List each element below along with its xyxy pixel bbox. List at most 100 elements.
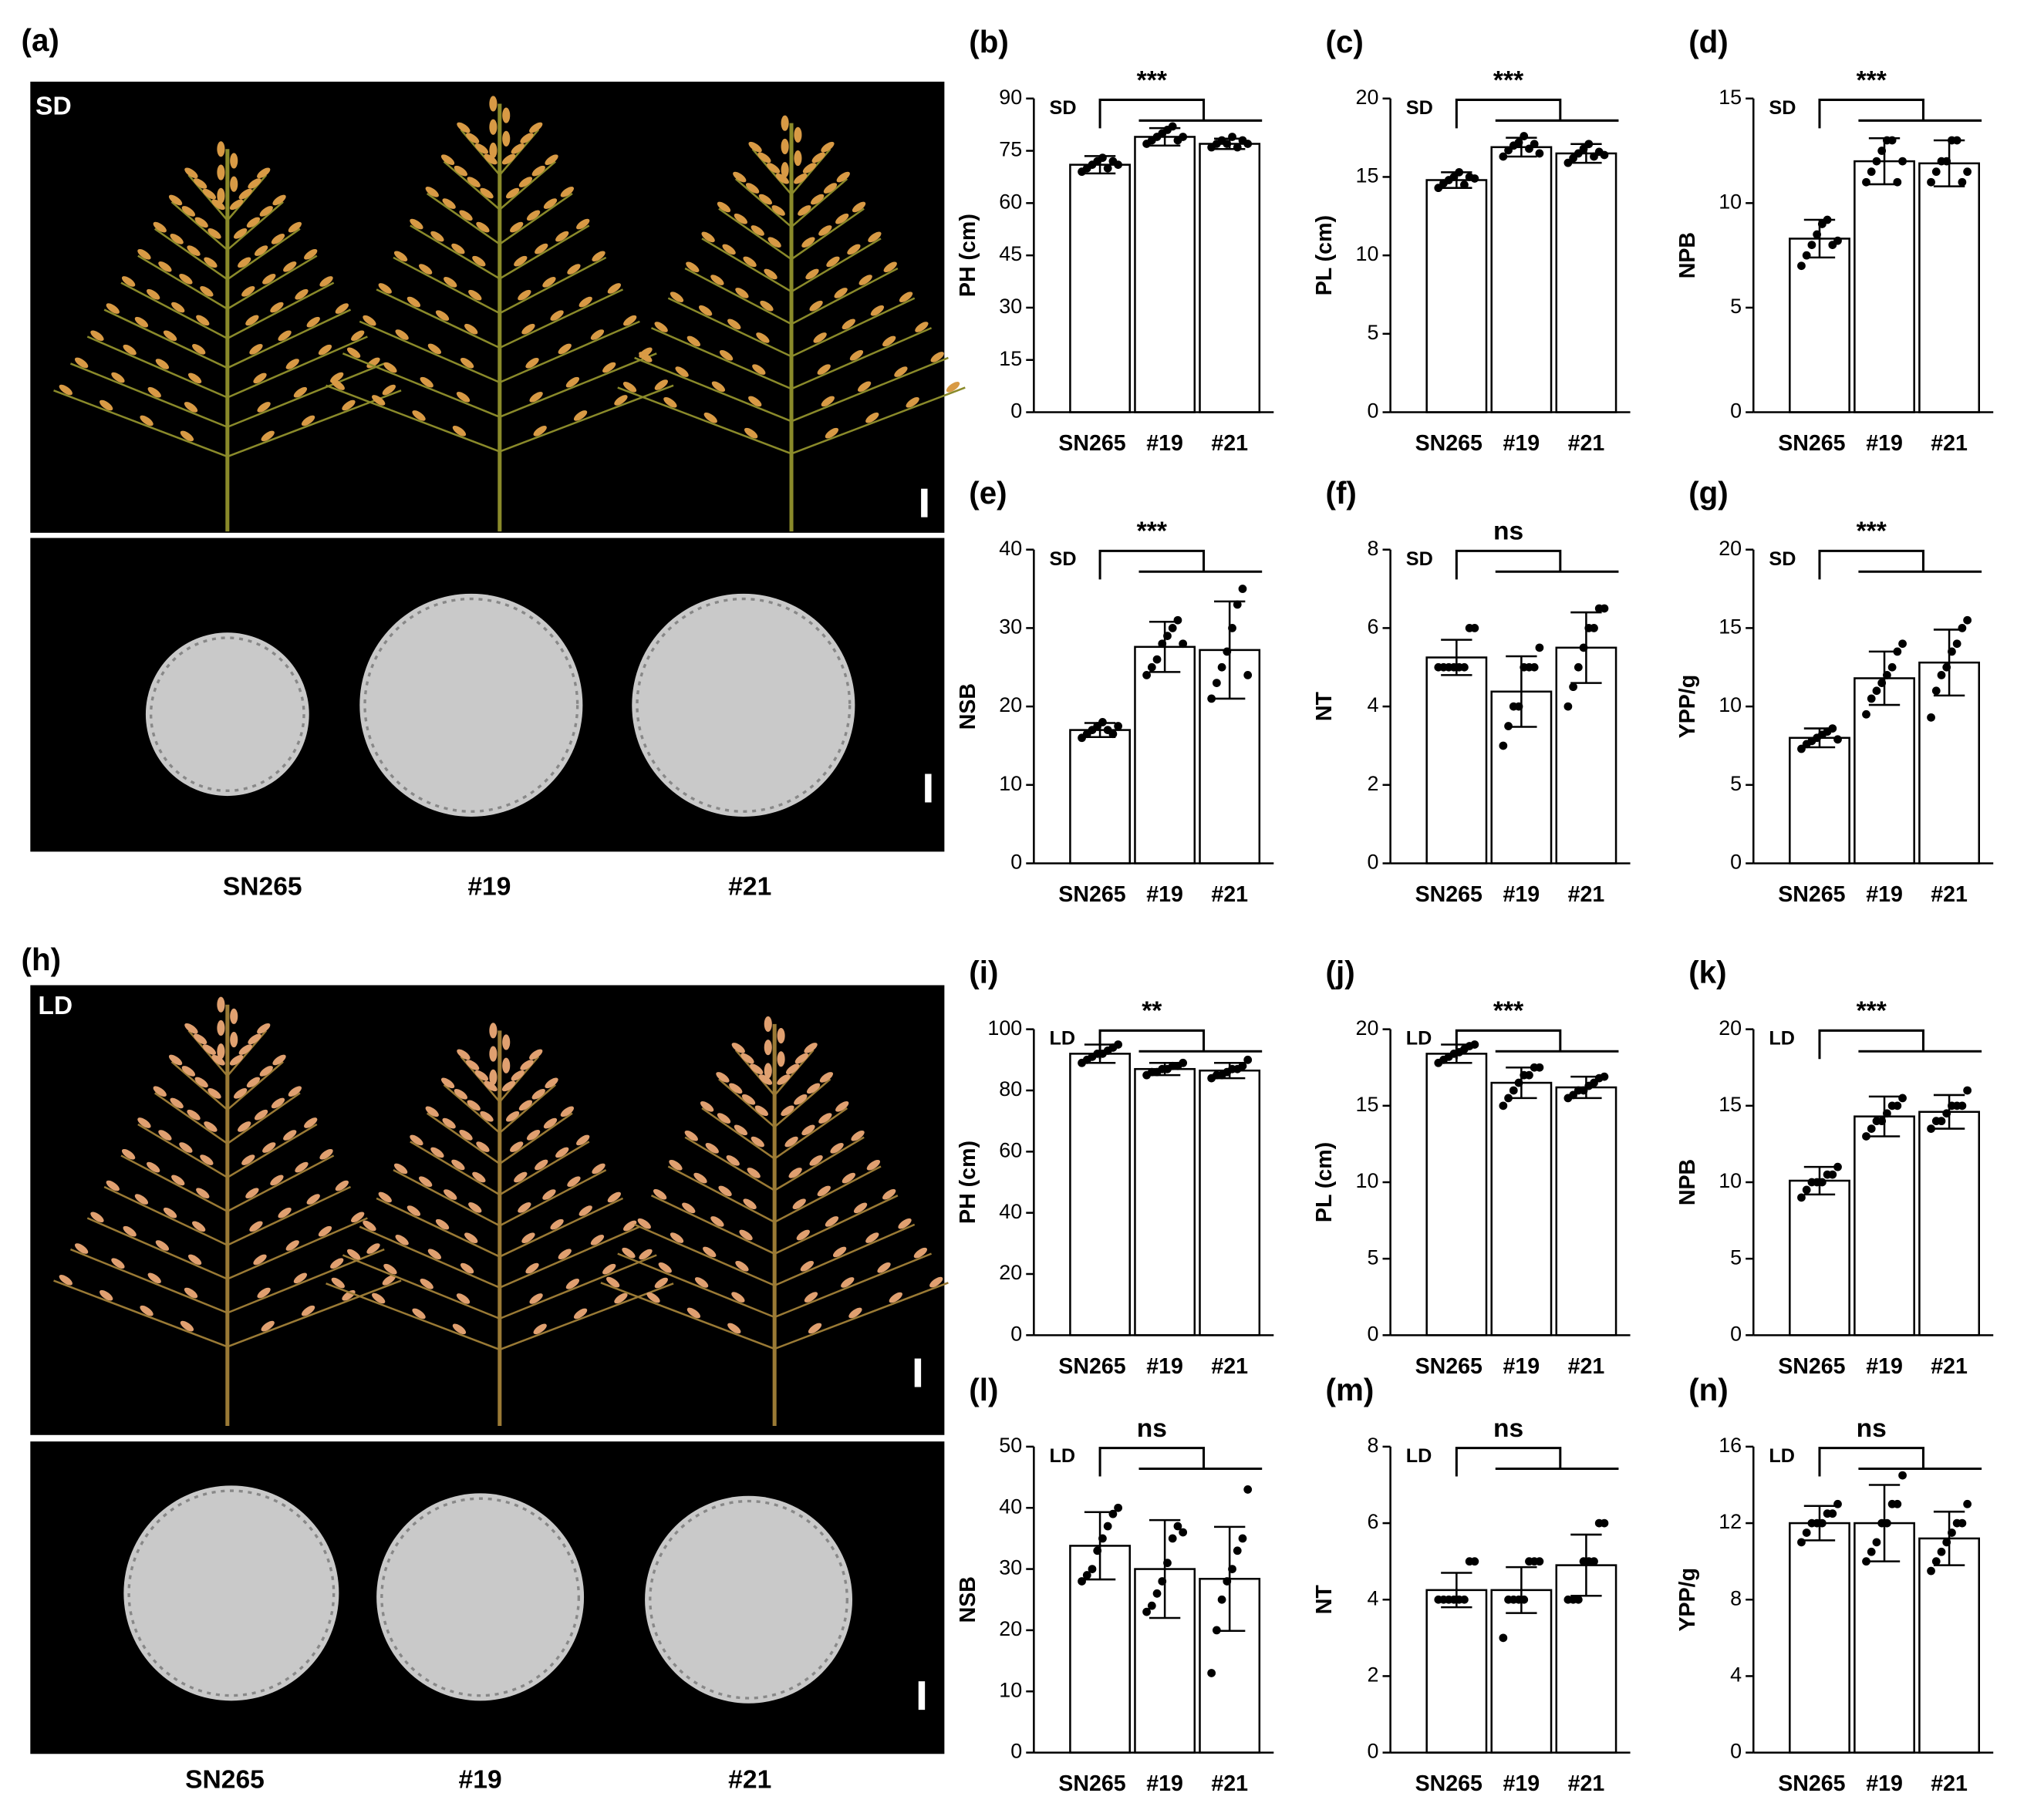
grain (304, 1117, 318, 1128)
data-point (1877, 679, 1887, 687)
data-point (1833, 1162, 1842, 1171)
grain (278, 1207, 292, 1218)
x-tick-label: #19 (1503, 882, 1540, 907)
panel-label: (f) (1326, 475, 1357, 511)
y-tick-label: 0 (1730, 1322, 1742, 1345)
grain (217, 996, 225, 1013)
x-tick-label: #21 (1211, 431, 1248, 456)
grain (511, 1070, 525, 1081)
grain (442, 1117, 456, 1129)
branch (774, 1252, 933, 1319)
data-point (1590, 624, 1598, 632)
data-point (1833, 735, 1842, 744)
branch (667, 1165, 775, 1223)
grain (602, 1263, 616, 1275)
branch (499, 352, 657, 418)
grain (194, 217, 208, 228)
data-point (1233, 600, 1242, 609)
data-point (1530, 662, 1539, 672)
data-point (1600, 1518, 1609, 1528)
branch (499, 1254, 657, 1320)
data-point (1893, 647, 1902, 656)
grain (622, 1247, 636, 1259)
grain (830, 1143, 844, 1154)
bar (1134, 136, 1196, 413)
grain (383, 362, 397, 373)
grain (229, 199, 244, 211)
grain-pile (359, 593, 583, 817)
grain (168, 194, 183, 206)
data-point (1233, 1546, 1242, 1555)
data-point (1093, 1546, 1102, 1555)
data-point (1828, 724, 1837, 733)
y-axis-label: NSB (956, 1576, 980, 1623)
grain (531, 1089, 545, 1100)
grain (542, 277, 556, 288)
branch (701, 1107, 775, 1160)
grain (301, 1305, 315, 1316)
data-point (1833, 236, 1842, 245)
data-point (1179, 133, 1188, 141)
grain (217, 187, 225, 204)
grain (420, 376, 433, 388)
data-point (1470, 624, 1479, 632)
grain (285, 359, 299, 369)
grain (602, 362, 616, 373)
data-point (1937, 1117, 1946, 1126)
x-tick-label: SN265 (1058, 1354, 1125, 1379)
bar-chart: (m) LD NT 0 2 4 6 8 SN265 #19 #21 ns (1312, 1372, 1631, 1796)
grain (288, 221, 302, 233)
grain (817, 364, 831, 375)
data-point (1802, 251, 1811, 260)
data-point (1948, 647, 1956, 656)
grain (254, 245, 268, 256)
bar (1425, 1589, 1488, 1754)
x-tick-label: #21 (1211, 1354, 1248, 1379)
grain (535, 243, 548, 254)
grain (809, 300, 823, 312)
branch (227, 1279, 402, 1348)
branch (326, 1282, 501, 1351)
data-point (1823, 215, 1832, 224)
grain (802, 163, 817, 174)
grain (882, 1188, 896, 1200)
data-point (1243, 1055, 1253, 1064)
data-point (1887, 136, 1897, 145)
significance-label: ns (1857, 1414, 1887, 1443)
grain (946, 382, 960, 393)
branch (443, 160, 501, 211)
x-tick-label: #21 (1931, 1354, 1968, 1379)
grain (158, 261, 172, 272)
data-point (1163, 1559, 1172, 1568)
condition-label: SD (1406, 548, 1433, 570)
branch (227, 1248, 385, 1314)
y-tick-label: 0 (1368, 399, 1379, 423)
data-point (1152, 655, 1162, 664)
branch (326, 384, 501, 453)
grain (545, 1077, 558, 1089)
grain (319, 1148, 333, 1160)
y-tick-label: 16 (1719, 1434, 1742, 1457)
grain (804, 1043, 818, 1053)
data-point (1931, 1557, 1941, 1566)
data-point (1243, 140, 1253, 148)
grain (751, 1136, 764, 1148)
grain (121, 276, 136, 287)
data-point (1514, 138, 1523, 147)
data-point (1963, 1499, 1972, 1508)
grain (906, 396, 919, 408)
grain (346, 347, 361, 359)
grain (153, 221, 167, 233)
grain (510, 221, 524, 233)
branch (499, 288, 624, 349)
grain (550, 1218, 564, 1230)
grain (821, 141, 835, 153)
grain (686, 1307, 701, 1319)
y-tick-label: 100 (987, 1016, 1022, 1040)
grain (606, 1276, 620, 1288)
branch (791, 238, 882, 293)
y-tick-label: 10 (1719, 1169, 1742, 1192)
grain (147, 1272, 161, 1284)
branch (410, 1141, 501, 1196)
grain-pile (645, 1495, 853, 1704)
